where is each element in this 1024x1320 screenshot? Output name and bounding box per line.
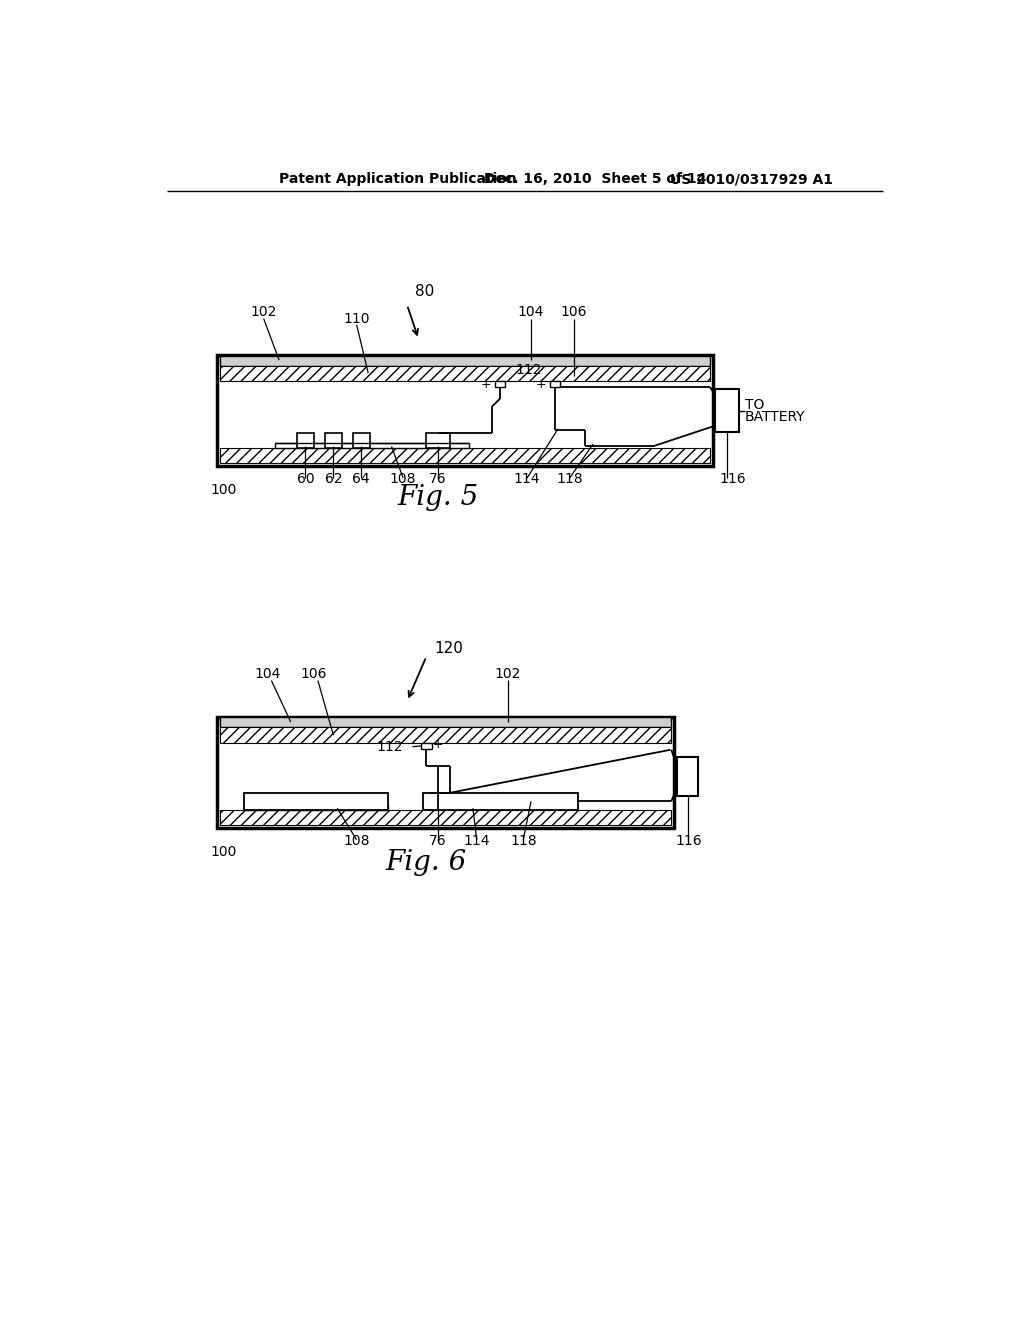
Text: 106: 106 <box>301 668 328 681</box>
Bar <box>217 717 675 829</box>
Text: 108: 108 <box>343 834 370 849</box>
Text: 108: 108 <box>390 473 417 487</box>
Bar <box>423 793 578 810</box>
Bar <box>245 805 388 810</box>
Text: 80: 80 <box>415 284 434 300</box>
Text: +: + <box>432 738 443 751</box>
Bar <box>421 743 432 748</box>
Bar <box>220 447 710 463</box>
Text: 64: 64 <box>352 473 370 487</box>
Bar <box>220 355 710 366</box>
Bar <box>220 810 672 825</box>
Text: 112: 112 <box>515 363 542 378</box>
Text: 76: 76 <box>429 473 446 487</box>
Text: 118: 118 <box>510 834 537 849</box>
Text: 120: 120 <box>434 642 463 656</box>
Bar <box>297 433 314 447</box>
Bar <box>496 381 505 387</box>
Text: 106: 106 <box>560 305 587 319</box>
Text: Fig. 5: Fig. 5 <box>397 483 478 511</box>
Text: +: + <box>481 378 492 391</box>
Text: US 2010/0317929 A1: US 2010/0317929 A1 <box>671 172 834 186</box>
Text: Fig. 6: Fig. 6 <box>386 850 467 876</box>
Text: 76: 76 <box>429 834 446 849</box>
Text: 114: 114 <box>514 473 541 487</box>
Text: 104: 104 <box>254 668 281 681</box>
Bar <box>217 355 713 466</box>
Text: 62: 62 <box>325 473 342 487</box>
Text: 114: 114 <box>464 834 490 849</box>
Bar <box>275 442 469 447</box>
Bar <box>220 366 710 381</box>
Text: +: + <box>536 378 547 391</box>
Text: 116: 116 <box>719 473 745 487</box>
Bar <box>220 718 672 727</box>
Text: Dec. 16, 2010  Sheet 5 of 14: Dec. 16, 2010 Sheet 5 of 14 <box>484 172 707 186</box>
Text: 102: 102 <box>495 668 521 681</box>
Text: 110: 110 <box>343 312 370 326</box>
Text: 102: 102 <box>251 305 276 319</box>
Text: 100: 100 <box>211 845 238 859</box>
Text: TO: TO <box>744 397 764 412</box>
Text: Patent Application Publication: Patent Application Publication <box>280 172 517 186</box>
Bar <box>325 433 342 447</box>
Bar <box>716 389 738 432</box>
Bar <box>426 433 450 447</box>
Text: BATTERY: BATTERY <box>744 411 806 424</box>
Bar <box>245 793 388 810</box>
Bar <box>352 433 370 447</box>
Text: 112: 112 <box>377 739 403 754</box>
Text: 60: 60 <box>297 473 314 487</box>
Bar <box>550 381 560 387</box>
Text: 118: 118 <box>556 473 583 487</box>
Text: 100: 100 <box>211 483 238 498</box>
Bar <box>220 727 672 743</box>
Text: 104: 104 <box>518 305 544 319</box>
Text: 116: 116 <box>675 834 701 849</box>
Bar <box>677 758 698 796</box>
